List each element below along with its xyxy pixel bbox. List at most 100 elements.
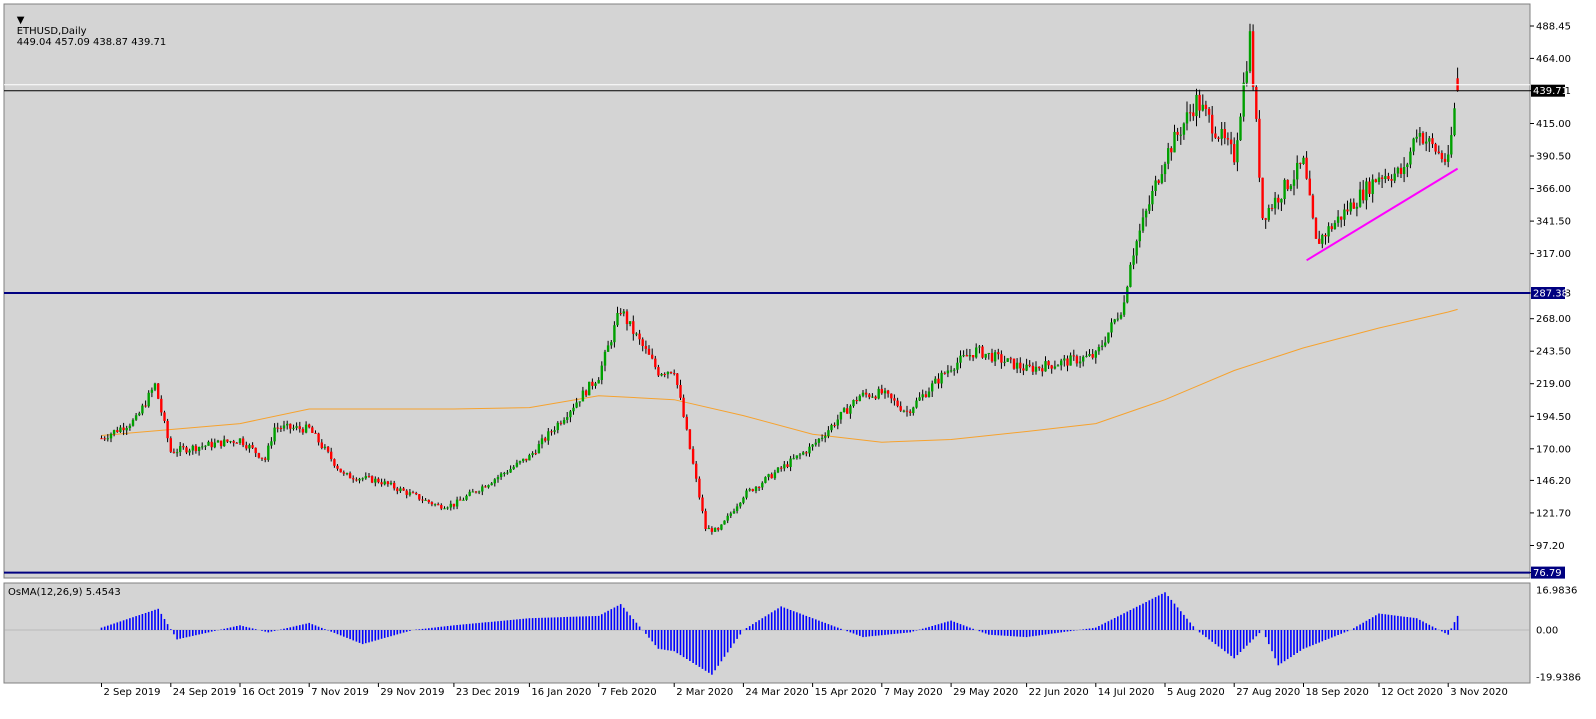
candle-bull	[613, 325, 616, 343]
candle-bear	[219, 440, 223, 447]
chart-header: ▼ ETHUSD,Daily 449.04 457.09 438.87 439.…	[4, 4, 167, 59]
candle-bear	[1019, 362, 1022, 369]
candle-bear	[1308, 178, 1311, 196]
candle-bull	[487, 485, 490, 488]
candle-bull	[820, 437, 824, 439]
candle-bull	[729, 513, 732, 516]
candle-bull	[918, 397, 921, 401]
candle-bull	[616, 313, 619, 326]
candle-bear	[210, 441, 213, 448]
candle-bull	[1236, 140, 1239, 163]
candle-bull	[764, 477, 767, 483]
candle-bull	[1110, 322, 1113, 333]
candle-bear	[654, 358, 657, 368]
moving-average-layer	[101, 308, 1458, 443]
candle-bear	[116, 430, 119, 432]
candle-bull	[572, 407, 575, 412]
candle-bear	[415, 493, 418, 495]
candle-bull	[1428, 138, 1431, 142]
candle-bull	[1082, 356, 1085, 362]
candle-bear	[355, 479, 358, 481]
candle-bear	[1176, 131, 1179, 135]
candle-bear	[673, 373, 676, 375]
candle-bull	[830, 424, 833, 431]
candle-bull	[1003, 361, 1006, 363]
candle-bear	[144, 405, 147, 407]
candle-bull	[1201, 104, 1204, 111]
candle-bear	[276, 427, 279, 429]
candle-bull	[968, 355, 972, 357]
candle-bull	[1119, 314, 1123, 319]
candle-bull	[666, 371, 670, 375]
collapse-triangle-icon[interactable]: ▼	[16, 15, 25, 26]
candle-bull	[141, 405, 144, 414]
candle-bear	[751, 489, 754, 491]
candle-bear	[402, 488, 405, 491]
candle-bear	[1226, 138, 1230, 140]
candle-bear	[1314, 217, 1318, 239]
candle-bull	[345, 473, 349, 475]
candle-bull	[808, 446, 811, 454]
candle-bear	[971, 355, 975, 358]
candle-bull	[1141, 217, 1145, 231]
candle-bear	[698, 478, 701, 498]
candle-bear	[314, 432, 317, 434]
candle-bear	[342, 472, 345, 474]
candle-bull	[1113, 319, 1116, 323]
price-tick-label: 97.20	[1536, 541, 1565, 552]
candle-bull	[449, 503, 452, 508]
candle-bull	[204, 445, 207, 447]
candle-bull	[496, 477, 500, 480]
candle-bear	[688, 429, 692, 449]
candle-bull	[773, 472, 777, 479]
candle-bear	[1223, 129, 1226, 139]
candle-bull	[358, 478, 361, 481]
candle-bull	[993, 352, 997, 362]
candle-bear	[1217, 137, 1220, 139]
price-plot-area	[3, 3, 1531, 579]
candle-bear	[1229, 139, 1233, 145]
candle-bull	[1195, 94, 1198, 117]
resistance-price-label-box	[1531, 287, 1565, 299]
candle-bull	[125, 428, 128, 431]
candle-bull	[622, 311, 625, 314]
candle-bear	[1368, 181, 1371, 194]
candle-bull	[1126, 286, 1129, 303]
candle-bull	[1144, 210, 1148, 218]
candle-bull	[1122, 302, 1126, 315]
osma-tick-label: 16.9836	[1536, 586, 1577, 597]
candle-bear	[1189, 112, 1192, 114]
candle-bull	[902, 410, 906, 412]
candle-bear	[1437, 151, 1440, 153]
candle-bull	[216, 440, 220, 443]
candle-bear	[1305, 157, 1308, 179]
candle-bull	[934, 378, 937, 384]
candle-bear	[1380, 177, 1384, 179]
candle-bull	[1412, 138, 1415, 152]
candle-bear	[679, 385, 682, 398]
candles-layer	[100, 23, 1459, 535]
candle-bull	[112, 430, 116, 434]
candle-bear	[1387, 176, 1390, 180]
candle-bear	[1324, 235, 1327, 237]
candle-bear	[874, 396, 877, 399]
candle-bear	[393, 482, 396, 489]
current-price-label: 439.71	[1533, 86, 1568, 97]
candle-bear	[717, 528, 720, 530]
candle-bear	[855, 400, 858, 402]
candle-bull	[1100, 345, 1104, 347]
candle-bear	[320, 442, 323, 448]
candle-bear	[786, 464, 789, 467]
candle-bear	[893, 398, 896, 401]
candle-bull	[509, 469, 512, 473]
candle-bull	[1151, 191, 1154, 205]
candle-bull	[1044, 361, 1047, 372]
candle-bull	[1418, 133, 1422, 137]
candle-bear	[1443, 158, 1447, 162]
candle-bull	[1292, 179, 1296, 186]
candle-bear	[474, 491, 478, 493]
candle-bull	[1267, 208, 1270, 220]
symbol-label: ETHUSD,Daily	[16, 26, 87, 37]
candle-bull	[569, 411, 572, 418]
candle-bull	[1015, 362, 1019, 369]
